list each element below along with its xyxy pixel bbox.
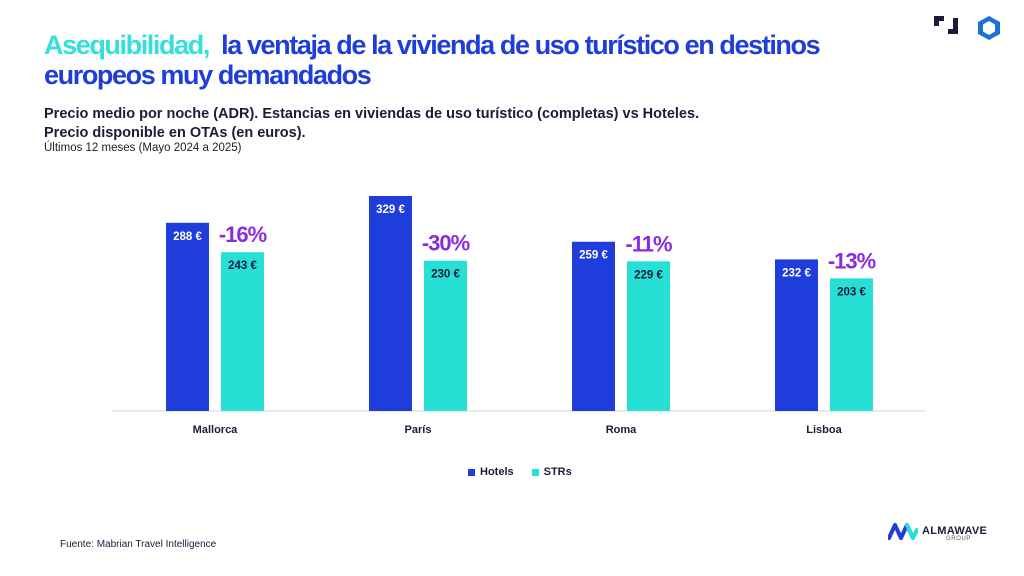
chart-subtitle: Precio medio por noche (ADR). Estancias … xyxy=(44,105,699,143)
legend-label-strs: STRs xyxy=(543,466,572,478)
data-label-hotels-roma: 259 € xyxy=(579,250,608,262)
corner-mark-icon xyxy=(934,16,944,26)
data-label-hotels-parís: 329 € xyxy=(376,204,405,216)
title-rest: la ventaja de la vivienda de uso turísti… xyxy=(44,30,821,90)
chart-title: Asequibilidad, la ventaja de la vivienda… xyxy=(44,30,864,90)
data-label-hotels-lisboa: 232 € xyxy=(782,267,811,279)
difference-label-lisboa: -13% xyxy=(828,248,876,273)
brand-logo: ALMAWAVE GROUP xyxy=(888,522,988,542)
legend-item-hotels: Hotels xyxy=(468,466,514,478)
title-highlight: Asequibilidad, xyxy=(44,30,210,60)
bracket-mark-icon xyxy=(948,18,958,34)
brand-name: ALMAWAVE xyxy=(922,525,988,537)
legend: Hotels STRs xyxy=(468,466,572,478)
legend-item-strs: STRs xyxy=(531,466,572,478)
data-label-strs-lisboa: 203 € xyxy=(837,286,866,298)
category-label-parís: París xyxy=(405,424,432,436)
brand-mark-top xyxy=(930,12,1010,53)
bar-strs-parís xyxy=(424,260,467,411)
source-note: Fuente: Mabrian Travel Intelligence xyxy=(60,539,217,550)
bar-strs-mallorca xyxy=(221,252,264,411)
data-label-hotels-mallorca: 288 € xyxy=(173,231,202,243)
wave-logo-icon xyxy=(888,523,918,540)
category-label-mallorca: Mallorca xyxy=(193,424,239,436)
bar-hotels-roma xyxy=(572,241,615,411)
subtitle-line-2: Precio disponible en OTAs (en euros). xyxy=(44,125,306,141)
legend-label-hotels: Hotels xyxy=(480,466,514,478)
period-note: Últimos 12 meses (Mayo 2024 a 2025) xyxy=(44,142,242,154)
difference-label-parís: -30% xyxy=(422,231,470,256)
bar-hotels-lisboa xyxy=(775,259,818,411)
bar-hotels-parís xyxy=(369,196,412,411)
category-label-roma: Roma xyxy=(606,424,637,436)
brand-sub: GROUP xyxy=(946,536,972,542)
legend-swatch-strs xyxy=(531,468,539,476)
category-label-lisboa: Lisboa xyxy=(806,424,842,436)
data-label-strs-roma: 229 € xyxy=(634,269,663,281)
difference-label-roma: -11% xyxy=(625,231,672,256)
difference-label-mallorca: -16% xyxy=(219,222,267,247)
data-label-strs-parís: 230 € xyxy=(431,269,460,281)
bar-strs-roma xyxy=(627,261,670,411)
data-label-strs-mallorca: 243 € xyxy=(228,260,257,272)
subtitle-line-1: Precio medio por noche (ADR). Estancias … xyxy=(44,106,700,122)
bar-hotels-mallorca xyxy=(166,222,209,411)
bar-strs-lisboa xyxy=(830,278,873,411)
legend-swatch-hotels xyxy=(468,468,475,476)
